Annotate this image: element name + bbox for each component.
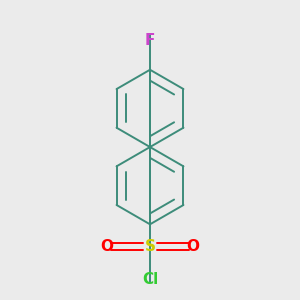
- Text: S: S: [145, 239, 155, 254]
- Text: O: O: [100, 239, 113, 254]
- Text: O: O: [187, 239, 200, 254]
- Text: Cl: Cl: [142, 272, 158, 287]
- Text: F: F: [145, 32, 155, 47]
